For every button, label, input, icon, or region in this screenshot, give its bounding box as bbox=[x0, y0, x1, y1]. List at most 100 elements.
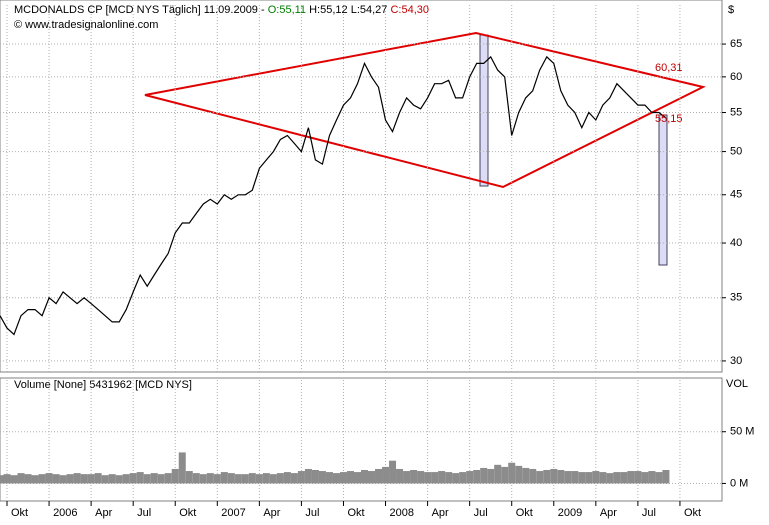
x-tick-label: 2007 bbox=[221, 507, 245, 519]
volume-bar bbox=[382, 466, 390, 484]
volume-bar bbox=[304, 468, 312, 484]
volume-bar bbox=[213, 474, 221, 484]
x-tick-label: 2006 bbox=[53, 507, 77, 519]
volume-bar bbox=[557, 470, 565, 484]
volume-bar bbox=[543, 470, 551, 484]
volume-bar bbox=[501, 466, 509, 484]
volume-bar bbox=[17, 473, 25, 484]
volume-bar bbox=[438, 471, 446, 484]
x-tick-label: Jul bbox=[137, 507, 151, 519]
volume-bar bbox=[424, 472, 432, 484]
price-panel bbox=[0, 0, 723, 373]
volume-bar bbox=[529, 468, 537, 484]
source: © www.tradesignalonline.com bbox=[14, 19, 158, 31]
volume-bar bbox=[164, 473, 172, 484]
volume-bar bbox=[368, 471, 376, 484]
y-unit: $ bbox=[728, 4, 734, 16]
annotation: 55,15 bbox=[655, 113, 683, 125]
y-tick-label: 50 bbox=[730, 145, 742, 157]
volume-bar bbox=[550, 468, 558, 484]
volume-bar bbox=[311, 470, 319, 484]
volume-bar bbox=[178, 452, 186, 484]
x-tick-label: Apr bbox=[600, 507, 617, 519]
volume-bar bbox=[255, 474, 263, 484]
volume-bar bbox=[325, 472, 333, 484]
price-layer bbox=[0, 5, 722, 372]
volume-bar bbox=[45, 473, 53, 484]
volume-bar bbox=[101, 475, 109, 484]
volume-bar bbox=[31, 475, 39, 484]
volume-bar bbox=[466, 471, 474, 484]
volume-bar bbox=[150, 473, 158, 484]
volume-bar bbox=[445, 472, 453, 484]
volume-bar bbox=[403, 471, 411, 484]
volume-bar bbox=[199, 474, 207, 484]
volume-bar bbox=[375, 468, 383, 484]
price-header: MCDONALDS CP [MCD NYS Täglich] 11.09.200… bbox=[14, 4, 429, 16]
volume-bar bbox=[24, 474, 32, 484]
x-tick-label: Apr bbox=[95, 507, 112, 519]
volume-bar bbox=[417, 471, 425, 484]
volume-bar bbox=[157, 474, 165, 484]
volume-bar bbox=[192, 473, 200, 484]
volume-bar bbox=[52, 474, 60, 484]
y-tick-label: 40 bbox=[730, 237, 742, 249]
volume-bar bbox=[571, 471, 579, 484]
x-tick-label: Okt bbox=[516, 507, 533, 519]
volume-bar bbox=[129, 473, 137, 484]
volume-bar bbox=[290, 473, 298, 484]
volume-bar bbox=[297, 471, 305, 484]
volume-bar bbox=[515, 465, 523, 484]
y-tick-label: 55 bbox=[730, 106, 742, 118]
volume-bar bbox=[480, 467, 488, 484]
x-tick-label: Okt bbox=[11, 507, 28, 519]
volume-bar bbox=[108, 474, 116, 484]
volume-bar bbox=[634, 471, 642, 484]
volume-bar bbox=[87, 474, 95, 484]
volume-bar bbox=[262, 473, 270, 484]
volume-bar bbox=[227, 473, 235, 484]
volume-bar bbox=[73, 473, 81, 484]
volume-bar bbox=[171, 468, 179, 484]
volume-bar bbox=[662, 470, 670, 484]
volume-bar bbox=[487, 468, 495, 484]
volume-bar bbox=[94, 473, 102, 484]
volume-bar bbox=[606, 473, 614, 484]
volume-bar bbox=[578, 472, 586, 484]
volume-bar bbox=[592, 471, 600, 484]
volume-bar bbox=[431, 472, 439, 484]
header-part: O:55,11 bbox=[268, 4, 306, 16]
volume-bar bbox=[613, 472, 621, 484]
header-part: L:54,27 bbox=[351, 4, 388, 16]
annotation: 60,31 bbox=[655, 62, 683, 74]
volume-bar bbox=[38, 474, 46, 484]
volume-bar bbox=[276, 473, 284, 484]
volume-bar bbox=[10, 475, 18, 484]
volume-bar bbox=[564, 471, 572, 484]
volume-bar bbox=[248, 473, 256, 484]
volume-bar bbox=[122, 474, 130, 484]
x-tick-label: 2008 bbox=[390, 507, 414, 519]
volume-bar bbox=[339, 472, 347, 484]
volume-bar bbox=[585, 472, 593, 484]
volume-bar bbox=[459, 472, 467, 484]
volume-bar bbox=[115, 475, 123, 484]
volume-bar bbox=[185, 471, 193, 484]
header-part: C:54,30 bbox=[390, 4, 429, 16]
volume-bar bbox=[410, 470, 418, 484]
volume-bar bbox=[599, 472, 607, 484]
header-part: H:55,12 bbox=[309, 4, 348, 16]
x-tick-label: Okt bbox=[347, 507, 364, 519]
volume-bar bbox=[536, 471, 544, 484]
y-tick-label: 30 bbox=[730, 355, 742, 367]
highlight-box bbox=[479, 34, 489, 187]
y-tick-label: 60 bbox=[730, 71, 742, 83]
volume-bar bbox=[234, 474, 242, 484]
volume-bar bbox=[220, 472, 228, 484]
x-tick-label: 2009 bbox=[558, 507, 582, 519]
y-unit: VOL bbox=[726, 378, 748, 390]
x-tick-label: Jul bbox=[474, 507, 488, 519]
volume-header: Volume [None] 5431962 [MCD NYS] bbox=[14, 379, 192, 391]
volume-bar bbox=[59, 475, 67, 484]
